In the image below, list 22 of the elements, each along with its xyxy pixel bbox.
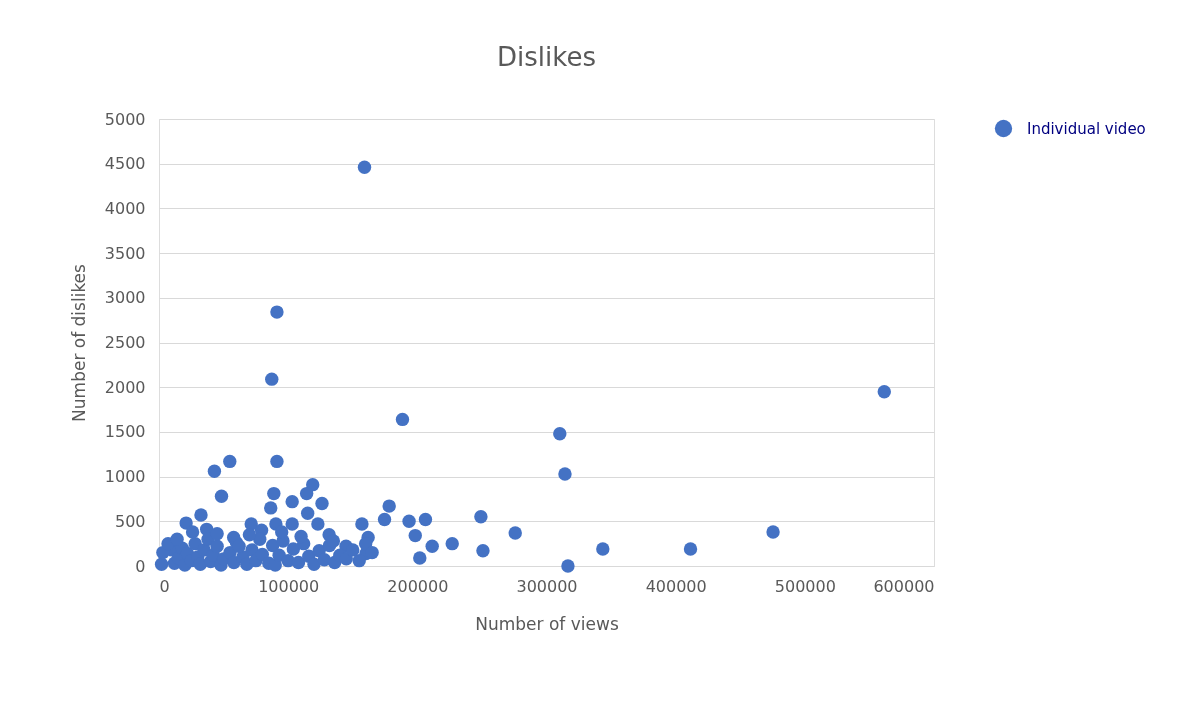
y-tick-label: 3500 bbox=[104, 243, 146, 263]
y-tick-label: 500 bbox=[114, 511, 146, 531]
y-tick-label: 4000 bbox=[104, 198, 146, 218]
y-tick-label: 0 bbox=[135, 556, 146, 576]
y-tick-label: 2500 bbox=[104, 333, 146, 352]
y-tick-label: 3000 bbox=[104, 288, 146, 308]
y-tick-label: 1500 bbox=[104, 422, 146, 442]
x-tick-label: 300000 bbox=[516, 576, 578, 596]
x-tick-label: 600000 bbox=[873, 576, 935, 596]
x-axis-title: Number of views bbox=[475, 613, 619, 634]
x-tick-label: 500000 bbox=[774, 576, 836, 596]
x-tick-label: 0 bbox=[159, 576, 170, 596]
legend-label: Individual video bbox=[1027, 119, 1146, 138]
y-axis-title: Number of dislikes bbox=[68, 263, 89, 422]
x-tick-label: 100000 bbox=[258, 576, 320, 596]
y-tick-label: 4500 bbox=[104, 154, 146, 174]
chart-title: Dislikes bbox=[497, 42, 596, 72]
x-tick-label: 400000 bbox=[645, 576, 707, 596]
y-tick-label: 1000 bbox=[104, 467, 146, 487]
y-tick-label: 5000 bbox=[104, 109, 146, 129]
y-tick-label: 2000 bbox=[104, 377, 146, 397]
x-tick-label: 200000 bbox=[387, 576, 449, 596]
